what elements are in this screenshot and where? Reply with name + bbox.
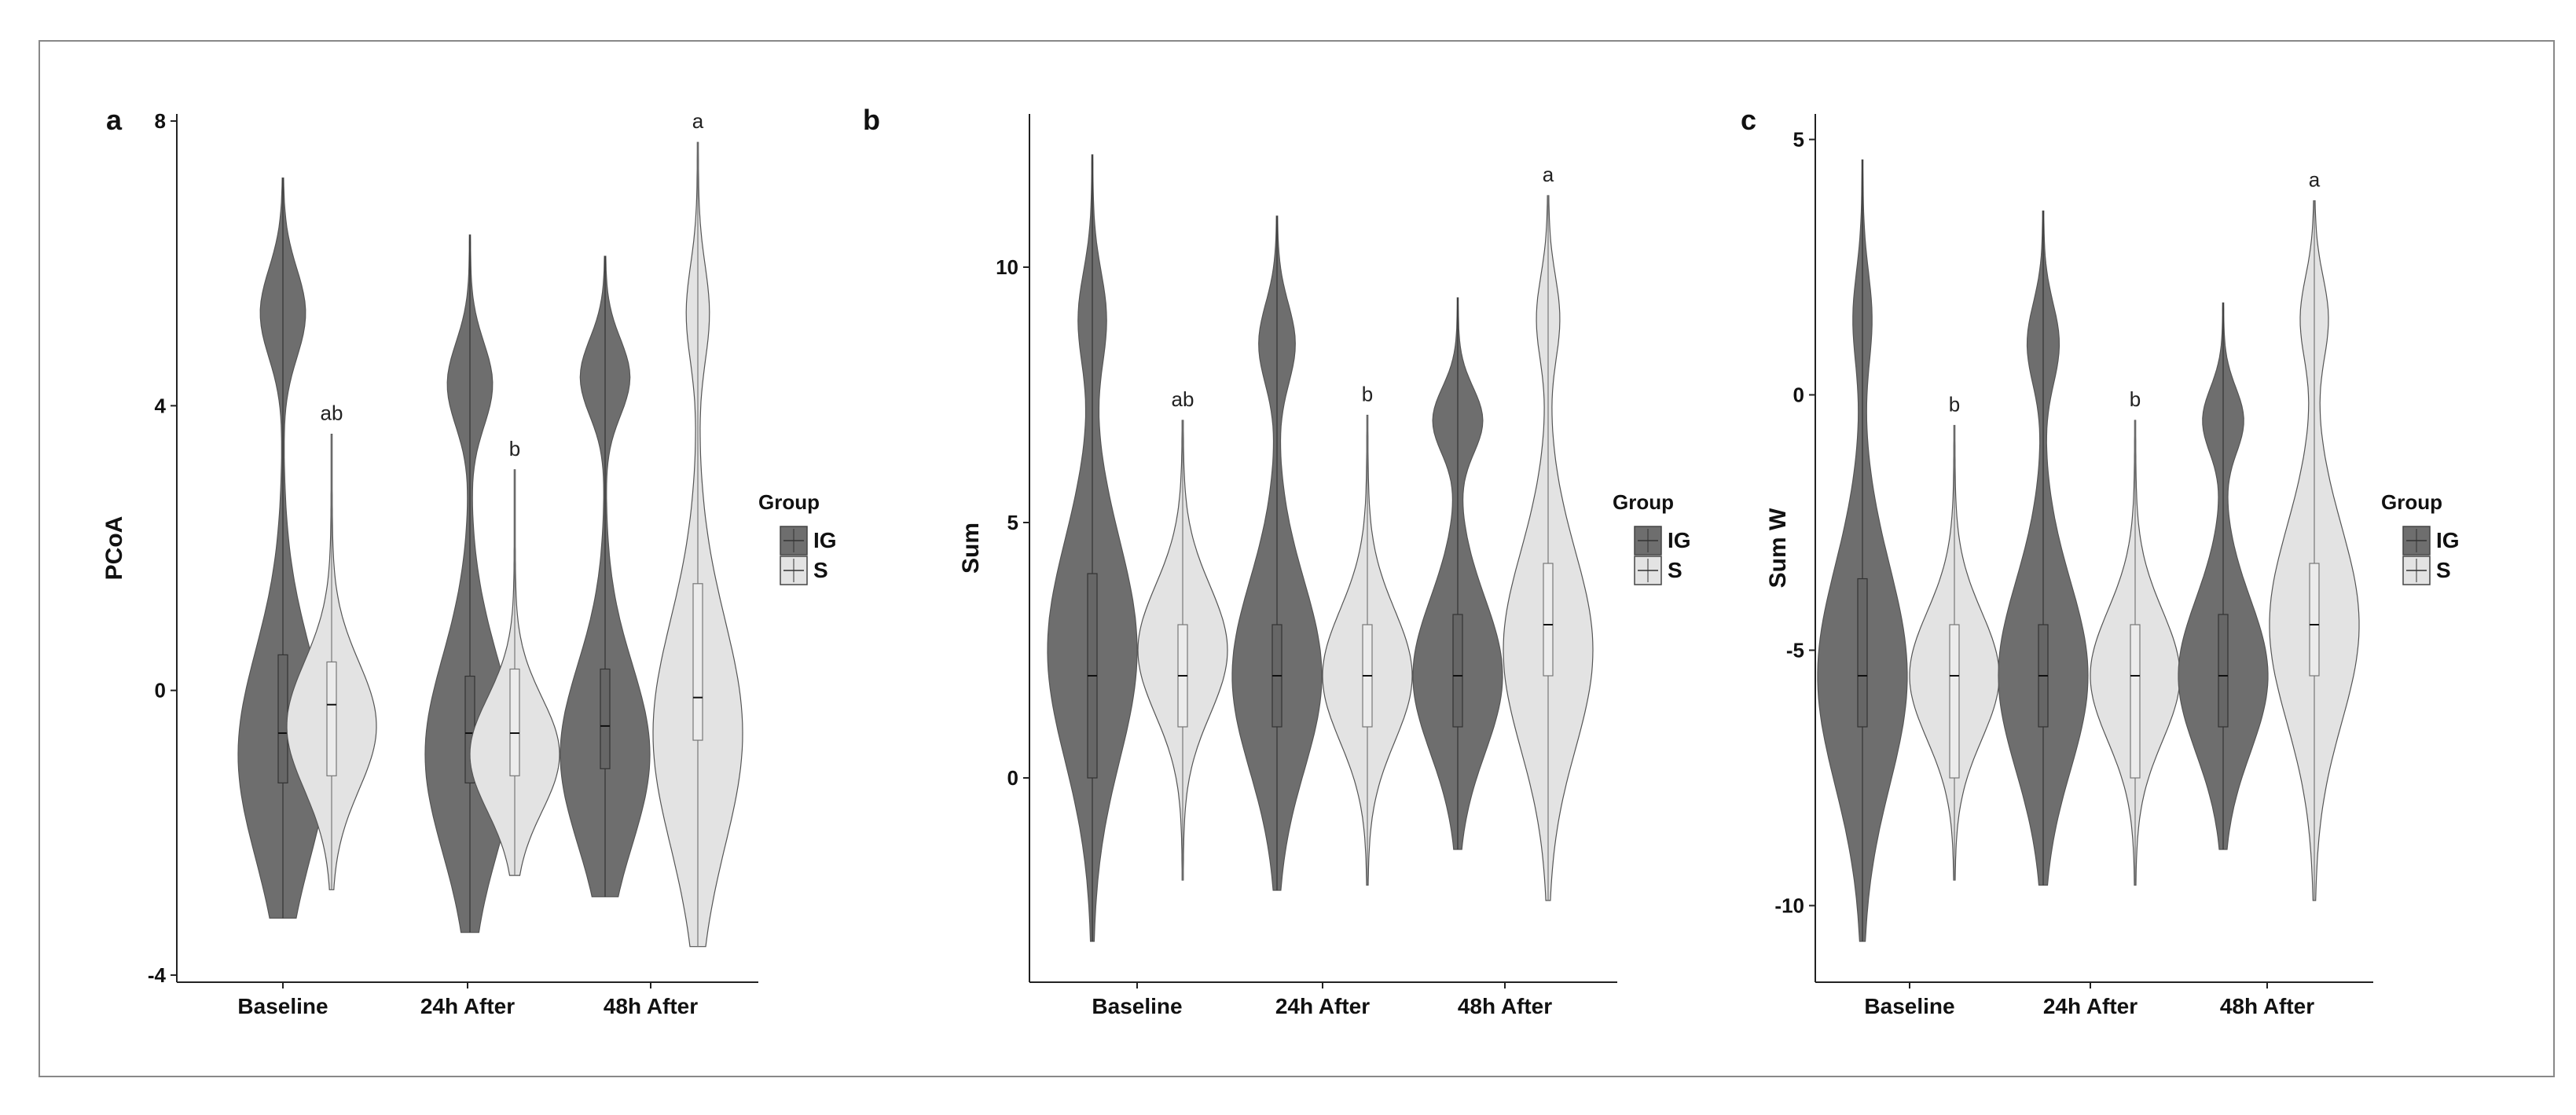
significance-label: a <box>692 109 704 133</box>
x-tick-label: 24h After <box>2043 994 2137 1018</box>
boxplot-S <box>692 583 703 741</box>
legend: Group IG S <box>1613 490 1691 585</box>
boxplot-S <box>326 661 337 776</box>
y-tick-label: 0 <box>1793 383 1804 407</box>
y-tick-label: 5 <box>1007 511 1018 534</box>
y-tick-label: 0 <box>155 679 166 702</box>
legend: Group IG S <box>2381 490 2460 585</box>
boxplot-S <box>509 668 520 776</box>
y-tick-label: -5 <box>1786 639 1804 662</box>
boxplot-S <box>2130 624 2141 779</box>
x-tick-label: 48h After <box>1458 994 1552 1018</box>
legend-label-S: S <box>2436 558 2451 582</box>
panel-b: 0 5 10 Baseline 24h After 48h After Sum b ab b a Gr… <box>863 104 1691 1018</box>
y-tick-label: 10 <box>996 255 1018 279</box>
significance-label: b <box>1949 393 1960 416</box>
significance-label: ab <box>1172 387 1194 411</box>
panel-c: -10 -5 0 5 Baseline 24h After 48h After Sum W c b… <box>1741 104 2460 1018</box>
legend-label-S: S <box>1668 558 1682 582</box>
y-tick-label: 0 <box>1007 766 1018 790</box>
boxplot-S <box>1949 624 1960 779</box>
x-tick-label: Baseline <box>237 994 328 1018</box>
y-tick-label: -10 <box>1774 894 1804 918</box>
boxplot-IG <box>1452 614 1463 728</box>
boxplot-S <box>1543 563 1554 677</box>
y-tick-label: 8 <box>155 109 166 133</box>
significance-label: b <box>1362 383 1373 406</box>
panel-label: a <box>106 104 123 136</box>
legend-title: Group <box>2381 490 2442 514</box>
panel-a: -4 0 4 8 Baseline 24h After 48h After PCoA a ab b a… <box>101 104 837 1018</box>
legend-title: Group <box>1613 490 1674 514</box>
legend-label-IG: IG <box>1668 528 1691 552</box>
legend-label-IG: IG <box>813 528 837 552</box>
y-tick-label: 4 <box>155 394 167 417</box>
y-axis-label: Sum <box>958 523 984 574</box>
significance-label: b <box>2130 387 2141 411</box>
significance-label: b <box>509 437 520 460</box>
legend: Group IG S <box>758 490 837 585</box>
legend-title: Group <box>758 490 820 514</box>
boxplot-S <box>2309 563 2320 677</box>
x-tick-label: 24h After <box>420 994 515 1018</box>
x-tick-label: Baseline <box>1864 994 1954 1018</box>
significance-label: a <box>2309 168 2321 192</box>
y-tick-label: 5 <box>1793 128 1804 152</box>
x-tick-label: 48h After <box>2220 994 2314 1018</box>
legend-label-IG: IG <box>2436 528 2460 552</box>
x-tick-label: Baseline <box>1092 994 1182 1018</box>
x-tick-label: 24h After <box>1275 994 1370 1018</box>
y-axis-label: Sum W <box>1765 508 1791 588</box>
panel-label: b <box>863 104 880 136</box>
legend-label-S: S <box>813 558 828 582</box>
significance-label: a <box>1543 163 1554 186</box>
x-tick-label: 48h After <box>604 994 698 1018</box>
y-tick-label: -4 <box>148 963 167 987</box>
boxplot-IG <box>600 668 611 769</box>
boxplot-IG <box>2218 614 2229 728</box>
boxplot-IG <box>1857 578 1868 728</box>
boxplot-IG <box>277 654 288 783</box>
significance-label: ab <box>321 402 343 425</box>
panel-label: c <box>1741 104 1756 136</box>
y-axis-label: PCoA <box>101 516 127 581</box>
